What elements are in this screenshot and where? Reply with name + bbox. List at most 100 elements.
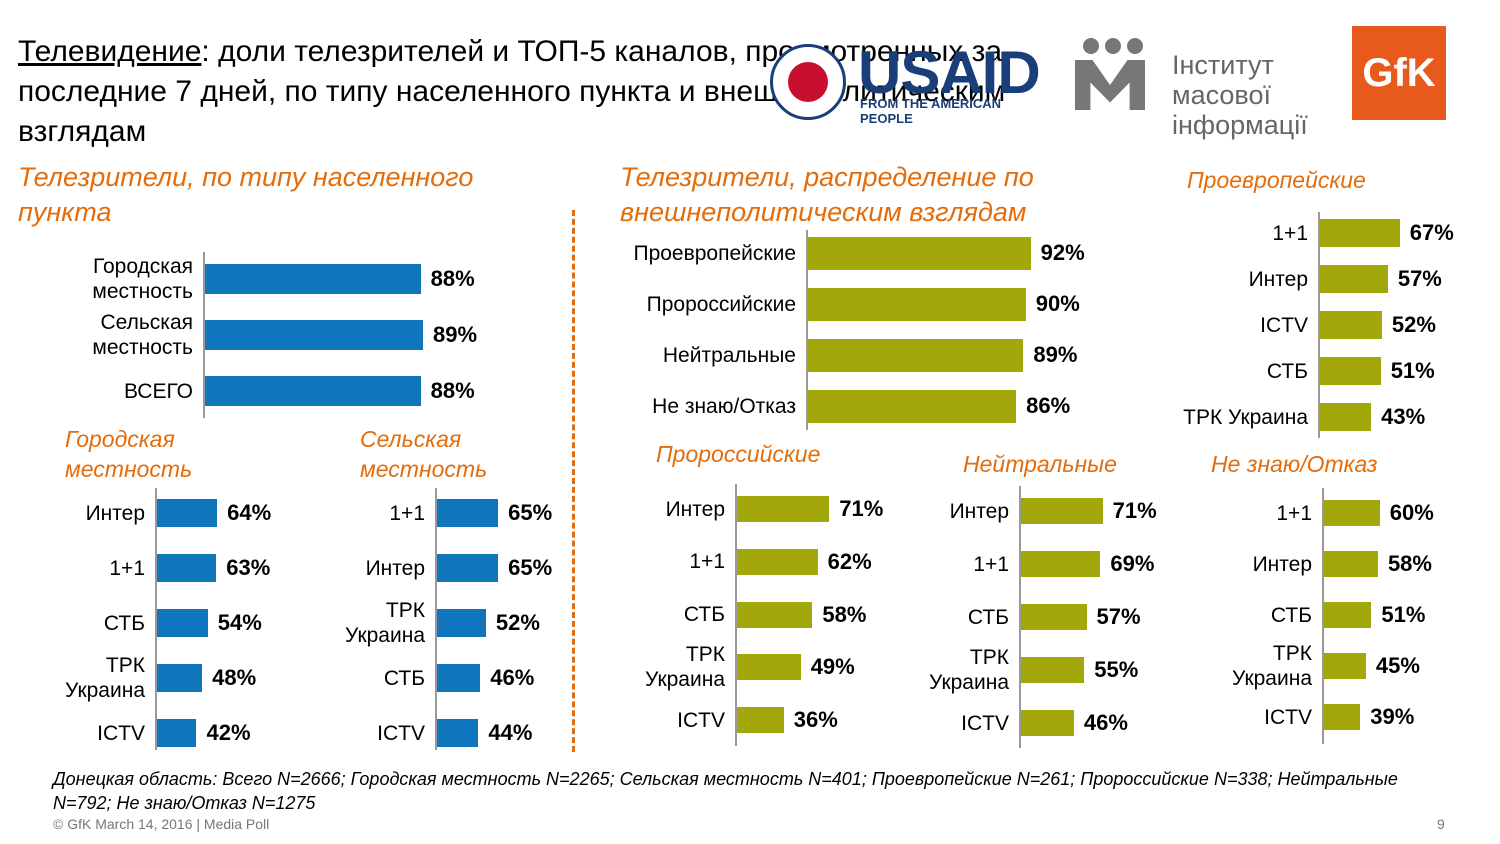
category-label: ICTV <box>97 721 145 745</box>
bar <box>1320 311 1382 339</box>
category-label: СТБ <box>1270 603 1312 627</box>
value-label: 45% <box>1375 653 1420 678</box>
category-label: Интер <box>85 501 145 525</box>
value-label: 52% <box>495 610 540 635</box>
axis-line <box>806 230 808 430</box>
bar <box>1324 551 1378 577</box>
bar <box>1320 219 1400 247</box>
bar <box>205 376 421 406</box>
usaid-seal-inner <box>788 62 828 102</box>
chart-title: Телезрители, распределение по внешнеполи… <box>620 162 1034 228</box>
value-label: 54% <box>217 610 262 635</box>
category-label: ТРК Украина <box>929 646 1009 694</box>
category-label: ICTV <box>377 721 425 745</box>
imi-dot <box>1105 38 1121 54</box>
axis-line <box>1322 488 1324 744</box>
value-label: 58% <box>1387 551 1432 576</box>
category-label: ICTV <box>961 711 1009 735</box>
category-label: Не знаю/Отказ <box>652 394 796 418</box>
footnote: Донецкая область: Всего N=2666; Городска… <box>53 769 1398 813</box>
axis-line <box>1318 212 1320 438</box>
category-label: СТБ <box>103 611 145 635</box>
axis-line <box>735 484 737 746</box>
value-label: 71% <box>1112 498 1157 523</box>
bar <box>737 707 784 733</box>
value-label: 62% <box>827 548 872 574</box>
bar <box>1021 657 1085 683</box>
value-label: 92% <box>1040 240 1085 265</box>
bar <box>1324 602 1372 628</box>
value-label: 49% <box>810 654 855 680</box>
value-label: 39% <box>1370 704 1415 729</box>
value-label: 36% <box>793 707 838 732</box>
value-label: 69% <box>1110 551 1155 576</box>
category-label: Городская местность <box>92 255 193 303</box>
value-label: 89% <box>433 322 478 347</box>
value-label: 57% <box>1096 604 1141 629</box>
category-label: Пророссийские <box>646 292 796 316</box>
bar <box>205 264 421 294</box>
bar <box>1021 498 1103 524</box>
value-label: 52% <box>1391 312 1436 337</box>
bar <box>737 496 830 522</box>
imi-dot <box>1127 38 1143 54</box>
value-label: 42% <box>206 720 251 745</box>
imi-m <box>1075 60 1145 110</box>
bar <box>437 664 481 692</box>
bar <box>1324 653 1366 679</box>
category-label: ICTV <box>677 708 725 732</box>
value-label: 89% <box>1033 342 1078 367</box>
page-number: 9 <box>1437 816 1445 832</box>
bar <box>1021 551 1101 577</box>
value-label: 90% <box>1035 291 1080 316</box>
bar <box>1320 403 1372 431</box>
category-label: ТРК Украина <box>1183 405 1308 429</box>
copyright: © GfK March 14, 2016 | Media Poll <box>53 816 270 832</box>
category-label: 1+1 <box>973 552 1009 576</box>
category-label: Сельская местность <box>92 311 193 359</box>
imi-name: Інститут масової інформації <box>1172 50 1308 140</box>
category-label: ВСЕГО <box>123 379 193 403</box>
value-label: 65% <box>508 500 553 525</box>
bar <box>1320 265 1388 293</box>
value-label: 51% <box>1381 602 1426 627</box>
bar <box>157 554 217 582</box>
value-label: 88% <box>430 378 475 403</box>
category-label: 1+1 <box>1276 501 1312 525</box>
value-label: 51% <box>1390 358 1435 383</box>
bar <box>157 499 218 527</box>
gfk-logo: GfK <box>1352 26 1446 120</box>
divider <box>572 210 575 752</box>
value-label: 46% <box>490 665 535 690</box>
category-label: ТРК Украина <box>645 643 725 692</box>
usaid-logo: USAID FROM THE AMERICAN PEOPLE <box>770 39 1055 126</box>
category-label: Интер <box>1248 267 1308 291</box>
chart-title: Пророссийские <box>656 441 821 467</box>
category-label: Интер <box>949 499 1009 523</box>
imi-dot <box>1083 38 1099 54</box>
category-label: СТБ <box>967 605 1009 629</box>
bar <box>1021 710 1074 736</box>
category-label: 1+1 <box>1272 221 1308 245</box>
bar <box>808 338 1024 372</box>
bar <box>157 664 203 692</box>
category-label: Интер <box>365 556 425 580</box>
value-label: 48% <box>212 665 257 690</box>
bar <box>437 609 486 637</box>
value-label: 58% <box>822 601 867 627</box>
bar <box>808 236 1031 270</box>
value-label: 65% <box>508 555 553 580</box>
chart-title: Сельская местность <box>360 426 488 482</box>
category-label: Проевропейские <box>633 241 796 265</box>
value-label: 63% <box>226 555 271 580</box>
bar <box>437 719 479 747</box>
bar <box>157 719 197 747</box>
value-label: 46% <box>1083 710 1128 735</box>
bar <box>1021 604 1087 630</box>
chart-title: Городская местность <box>65 426 193 482</box>
bar <box>205 320 424 350</box>
chart-title: Не знаю/Отказ <box>1211 451 1378 477</box>
bar <box>437 499 499 527</box>
value-label: 43% <box>1381 404 1426 429</box>
